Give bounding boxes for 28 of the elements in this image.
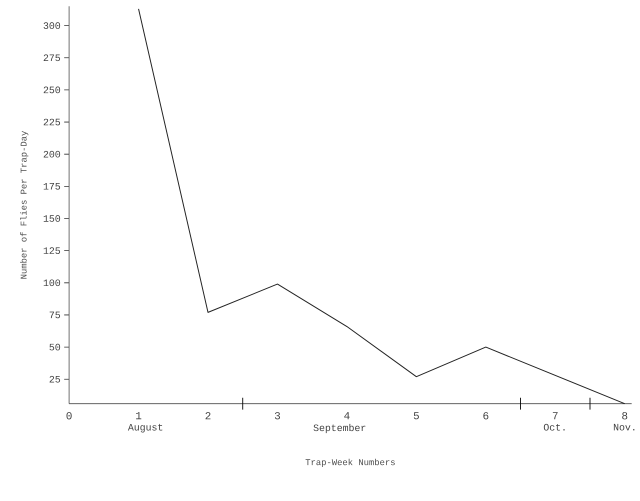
y-tick-label: 300 [44, 22, 60, 29]
text: Oct. [544, 424, 565, 430]
x-tick-label: 8 [622, 412, 628, 420]
x-tick-label: 7 [552, 412, 558, 420]
x-tick-label: 2 [206, 412, 210, 420]
line-series [138, 8, 626, 404]
y-tick-label: 150 [44, 214, 60, 222]
x-tick-label: 3 [274, 412, 280, 420]
x-tick-label: 0 [66, 412, 72, 420]
y-tick-label: 100 [44, 279, 60, 286]
y-tick-label: 250 [44, 86, 60, 94]
x-tick-label: 5 [414, 412, 419, 420]
y-tick-label: 25 [50, 376, 60, 382]
x-tick-label: 6 [483, 412, 488, 420]
y-tick-label: 225 [44, 118, 60, 126]
text: August [128, 424, 162, 432]
y-tick-label: 175 [44, 182, 60, 190]
y-tick-label: 50 [50, 344, 60, 350]
x-tick-label: 4 [344, 412, 350, 420]
x-axis-title: Trap-Week Numbers [306, 458, 395, 467]
text: September [314, 424, 366, 433]
y-tick-label: 275 [44, 54, 60, 61]
y-tick-label: 200 [44, 150, 60, 158]
text: Nov. [614, 424, 634, 430]
y-tick-label: 75 [50, 311, 60, 318]
y-axis-title: Number of Flies Per Trap-Day [20, 130, 28, 278]
x-tick-label: 1 [136, 412, 142, 420]
y-tick-label: 125 [44, 247, 60, 254]
